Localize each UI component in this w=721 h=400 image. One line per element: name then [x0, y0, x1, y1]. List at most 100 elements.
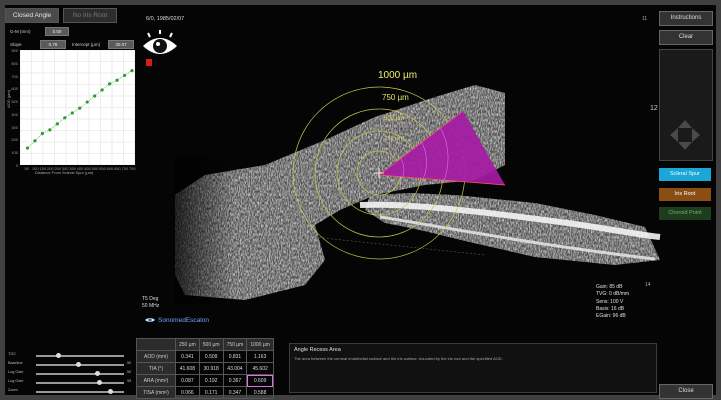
- row-label: TIA (°): [136, 362, 176, 375]
- slider-name: Log Gain: [8, 379, 24, 383]
- slider-knob[interactable]: [96, 380, 102, 385]
- plot-xtick: 650: [114, 166, 121, 171]
- row-label: ARA (mm²): [136, 374, 176, 387]
- setting-egain: EGain: 96 dB: [596, 313, 626, 320]
- choroid-point-button[interactable]: Choroid Point: [659, 207, 711, 220]
- slider-track[interactable]: [36, 391, 124, 393]
- slider-track[interactable]: [36, 382, 124, 384]
- table-header: 1000 µm: [246, 338, 274, 351]
- plot-ytick: 500: [11, 99, 18, 105]
- iris-surface: [359, 201, 661, 240]
- eye-orientation-icon: [143, 30, 177, 66]
- slider-row[interactable]: Log Gain 95: [8, 379, 133, 387]
- plot-ytick: 100: [11, 150, 18, 156]
- plot-ylabel: AOD (µm): [6, 89, 11, 108]
- slider-knob[interactable]: [95, 371, 101, 376]
- clear-button[interactable]: Clear: [659, 30, 713, 45]
- plot-xtick: 750: [129, 166, 136, 171]
- plot-xtick: 550: [99, 166, 106, 171]
- table-header-row: 250 µm 500 µm 750 µm 1000 µm: [136, 338, 274, 351]
- table-cell[interactable]: 0.087: [175, 374, 200, 387]
- slider-knob[interactable]: [108, 389, 114, 394]
- acquisition-info: T5 Deg 50 MHz: [142, 296, 159, 309]
- arrow-right-icon[interactable]: [692, 128, 700, 142]
- plot-xtick: 150: [39, 166, 47, 171]
- plot-point: [70, 111, 74, 115]
- plot-xtick: 600: [106, 166, 114, 171]
- cornea-boundary: [378, 110, 464, 176]
- tab-no-iris-root[interactable]: No Iris Root: [63, 8, 117, 23]
- table-cell[interactable]: 30.918: [198, 362, 224, 375]
- table-cell[interactable]: 45.602: [246, 362, 274, 375]
- table-cell[interactable]: 0.831: [222, 350, 248, 363]
- row-label: AOD (mm): [136, 350, 176, 363]
- direction-pad[interactable]: [668, 118, 702, 152]
- plot-xlabel: Distance From Scleral Spur (µm): [35, 170, 94, 175]
- slider-track[interactable]: [36, 355, 124, 357]
- plot-ytick: 600: [11, 86, 18, 92]
- slider-track[interactable]: [36, 373, 124, 375]
- iris-root-button[interactable]: Iris Root: [659, 188, 711, 201]
- slider-name: Baseline: [8, 361, 23, 365]
- slope-label: Slope: [10, 42, 22, 47]
- slider-row[interactable]: TGC: [8, 352, 133, 360]
- table-cell[interactable]: 0.509: [198, 350, 224, 363]
- plot-xtick: 50: [24, 166, 29, 171]
- table-cell[interactable]: 0.171: [198, 386, 224, 399]
- plot-xtick: 100: [31, 166, 39, 171]
- plot-ytick: 700: [11, 73, 18, 79]
- slider-max: 50: [127, 361, 132, 365]
- table-row[interactable]: TIA (°) 41.608 30.918 43.004 45.602: [136, 362, 274, 375]
- plot-xtick: 700: [121, 166, 129, 171]
- label-750um: 750 µm: [382, 93, 409, 102]
- table-header: 500 µm: [198, 338, 224, 351]
- slider-row[interactable]: Baseline 50: [8, 361, 133, 369]
- table-cell[interactable]: 0.588: [246, 386, 274, 399]
- table-cell[interactable]: 41.608: [175, 362, 200, 375]
- instructions-button[interactable]: Instructions: [659, 11, 713, 26]
- table-row[interactable]: AOD (mm) 0.341 0.509 0.831 1.163: [136, 350, 274, 363]
- slider-row[interactable]: Zoom: [8, 388, 133, 396]
- plot-ytick: 800: [11, 60, 18, 66]
- aod-plot: [20, 50, 135, 165]
- table-row[interactable]: ARA (mm²) 0.087 0.192 0.367 0.609: [136, 374, 274, 387]
- plot-xtick: 450: [84, 166, 91, 171]
- table-cell[interactable]: 0.341: [175, 350, 200, 363]
- plot-ytick: 200: [11, 137, 18, 143]
- table-cell[interactable]: 0.367: [222, 374, 248, 387]
- table-cell[interactable]: 0.192: [198, 374, 224, 387]
- intercept-value-box: 30.07: [108, 40, 134, 49]
- side-label-mid: 12: [650, 105, 658, 112]
- table-cell[interactable]: 1.163: [246, 350, 274, 363]
- table-row[interactable]: TISA (mm²) 0.066 0.171 0.347 0.588: [136, 386, 274, 399]
- slider-knob[interactable]: [75, 362, 81, 367]
- side-label-top: 11: [642, 16, 648, 22]
- scleral-spur-button[interactable]: Scleral Spur: [659, 168, 711, 181]
- table-header: 250 µm: [175, 338, 200, 351]
- slider-max: 95: [127, 379, 132, 383]
- definition-title: Angle Recess Area: [294, 347, 341, 353]
- tab-closed-angle[interactable]: Closed Angle: [5, 8, 59, 23]
- iris-boundary: [378, 174, 506, 186]
- plot-xtick: 300: [61, 166, 69, 171]
- plot-ytick: 400: [11, 111, 18, 117]
- arrow-down-icon[interactable]: [678, 142, 692, 150]
- table-cell-selected[interactable]: 0.609: [246, 374, 274, 387]
- slider-row[interactable]: Log Gain 50: [8, 370, 133, 378]
- table-cell[interactable]: 0.066: [175, 386, 200, 399]
- scleral-spur-marker[interactable]: [374, 168, 384, 178]
- logo-text: SonomedEscalon: [158, 316, 209, 324]
- field-value-box[interactable]: 0.50: [45, 27, 69, 36]
- table-cell[interactable]: 0.347: [222, 386, 248, 399]
- ultrasound-image[interactable]: [175, 45, 665, 305]
- slider-knob[interactable]: [55, 353, 61, 358]
- arrow-up-icon[interactable]: [678, 120, 692, 128]
- close-button[interactable]: Close: [659, 384, 713, 399]
- plot-point: [122, 73, 127, 78]
- probe-angle: T5 Deg: [142, 296, 159, 302]
- plot-xtick: 200: [46, 166, 54, 171]
- angle-recess-area: [379, 111, 505, 185]
- arrow-left-icon[interactable]: [670, 128, 678, 142]
- label-500um: 500 µm: [384, 116, 405, 122]
- table-cell[interactable]: 43.004: [222, 362, 248, 375]
